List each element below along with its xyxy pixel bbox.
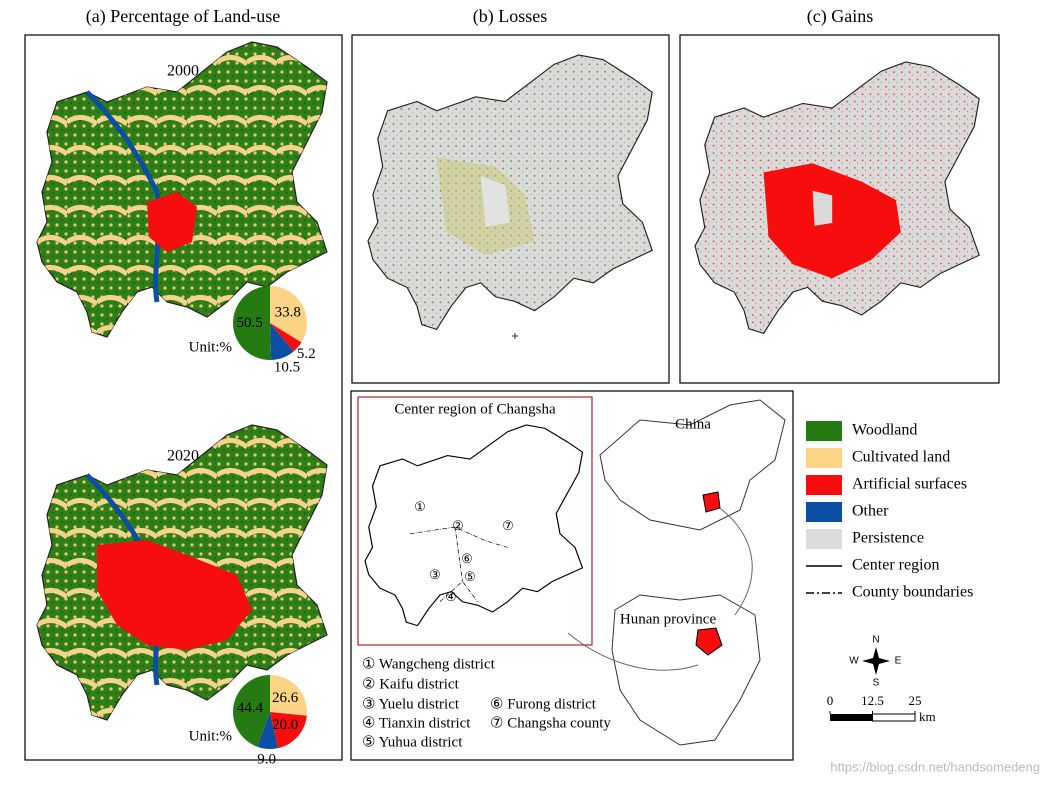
panel-title: (c) Gains — [807, 6, 873, 27]
district-number: ⑥ — [461, 551, 473, 566]
panel-a-frame — [24, 34, 343, 761]
pie-slice — [232, 675, 270, 747]
map-2000 — [36, 41, 328, 338]
legend-label: Center region — [852, 557, 940, 574]
legend-label: County boundaries — [852, 584, 973, 601]
hunan-label: Hunan province — [620, 611, 717, 627]
district-number: ⑤ — [464, 569, 476, 584]
legend-swatch — [806, 529, 842, 549]
district-entry: ④ Tianxin district — [362, 715, 471, 731]
year-label: 2000 — [167, 63, 199, 80]
pie-value-label: 33.8 — [275, 305, 301, 321]
district-entry: ② Kaifu district — [362, 676, 460, 692]
compass-w: W — [849, 656, 859, 667]
legend-swatch — [806, 421, 842, 441]
pie-slice — [270, 323, 294, 360]
legend: Woodland Cultivated land Artificial surfac… — [806, 421, 973, 601]
losses-map — [367, 54, 653, 330]
watermark: https://blog.csdn.net/handsomedeng — [830, 759, 1040, 774]
pie-slice — [257, 712, 278, 750]
panel-inset-frame — [350, 390, 794, 761]
pie-slice — [270, 286, 307, 343]
scale-tick-label: 0 — [827, 693, 834, 708]
pie-value-label: 20.0 — [272, 717, 298, 733]
hunan-in-china — [702, 491, 721, 513]
scale-unit: km — [919, 709, 936, 724]
scale-tick-label: 12.5 — [861, 693, 884, 708]
year-label: 2020 — [167, 448, 199, 465]
gains-map — [694, 61, 980, 334]
panel-title: (b) Losses — [473, 6, 548, 27]
district-number: ④ — [445, 589, 457, 604]
legend-label: Other — [852, 503, 889, 520]
hunan-outline — [611, 594, 761, 746]
legend-label: Cultivated land — [852, 449, 950, 466]
changsha-in-hunan — [695, 627, 723, 656]
panel-c-frame — [679, 34, 1000, 384]
inset-title: Center region of Changsha — [394, 401, 556, 417]
pie-slice — [270, 323, 302, 352]
connector — [719, 507, 753, 616]
district-entry: ⑥ Furong district — [490, 696, 597, 712]
legend-swatch — [806, 448, 842, 468]
china-outline — [599, 399, 786, 531]
compass: N E S W — [849, 635, 901, 689]
cursor-mark — [512, 333, 518, 339]
compass-e: E — [895, 656, 902, 667]
pie-slice — [270, 712, 307, 749]
legend-swatch — [806, 502, 842, 522]
pie-value-label: 9.0 — [257, 751, 276, 767]
unit-label: Unit:% — [189, 339, 232, 355]
district-entry: ⑤ Yuhua district — [362, 734, 463, 750]
district-entry: ③ Yuelu district — [362, 696, 460, 712]
district-number: ⑦ — [502, 518, 514, 533]
pie-value-label: 44.4 — [237, 700, 264, 716]
pie-value-label: 26.6 — [272, 690, 299, 706]
legend-label: Persistence — [852, 530, 924, 547]
map-2020 — [36, 424, 328, 721]
district-number: ① — [414, 499, 426, 514]
district-number: ② — [452, 518, 464, 533]
pie-slice — [270, 675, 308, 716]
legend-label: Artificial surfaces — [852, 476, 967, 493]
pie-value-label: 50.5 — [237, 315, 263, 331]
pie-value-label: 5.2 — [297, 346, 316, 362]
compass-s: S — [873, 678, 880, 689]
center-region-map — [364, 424, 584, 627]
scale-bar-white — [872, 713, 916, 722]
compass-n: N — [872, 635, 879, 646]
pie-slice — [232, 286, 272, 361]
district-entry: ① Wangcheng district — [362, 656, 496, 672]
panel-title: (a) Percentage of Land-use — [86, 6, 280, 27]
panel-b-frame — [351, 34, 670, 384]
scale-tick-label: 25 — [909, 693, 922, 708]
district-entry: ⑦ Changsha county — [490, 715, 611, 731]
legend-label: Woodland — [852, 422, 917, 439]
pie-value-label: 10.5 — [274, 359, 300, 375]
inset-frame — [357, 396, 593, 646]
unit-label: Unit:% — [189, 728, 232, 744]
legend-swatch — [806, 475, 842, 495]
district-number: ③ — [429, 567, 441, 582]
scale-bar-black — [830, 714, 873, 721]
china-label: China — [675, 416, 711, 432]
connector — [567, 632, 699, 671]
